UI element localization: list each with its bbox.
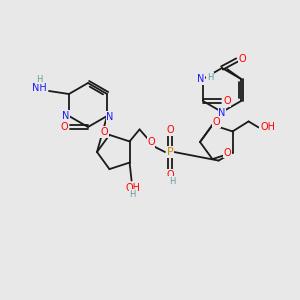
Text: O: O [166, 170, 174, 180]
Text: N: N [106, 112, 114, 122]
Text: O: O [213, 117, 220, 127]
Text: O: O [223, 96, 231, 106]
Text: O: O [224, 148, 231, 158]
Text: O: O [166, 125, 174, 135]
Text: H: H [129, 190, 136, 199]
Text: O: O [100, 127, 108, 137]
Text: OH: OH [260, 122, 275, 132]
Text: OH: OH [125, 183, 140, 193]
Text: N: N [218, 108, 226, 118]
Text: O: O [238, 54, 246, 64]
Text: O: O [147, 137, 155, 147]
Text: H: H [169, 176, 175, 185]
Text: O: O [60, 122, 68, 132]
Text: P: P [167, 147, 173, 157]
Text: NH: NH [32, 83, 46, 93]
Text: H: H [36, 74, 42, 83]
Text: N: N [62, 111, 70, 121]
Text: H: H [207, 73, 213, 82]
Text: N: N [197, 74, 205, 84]
